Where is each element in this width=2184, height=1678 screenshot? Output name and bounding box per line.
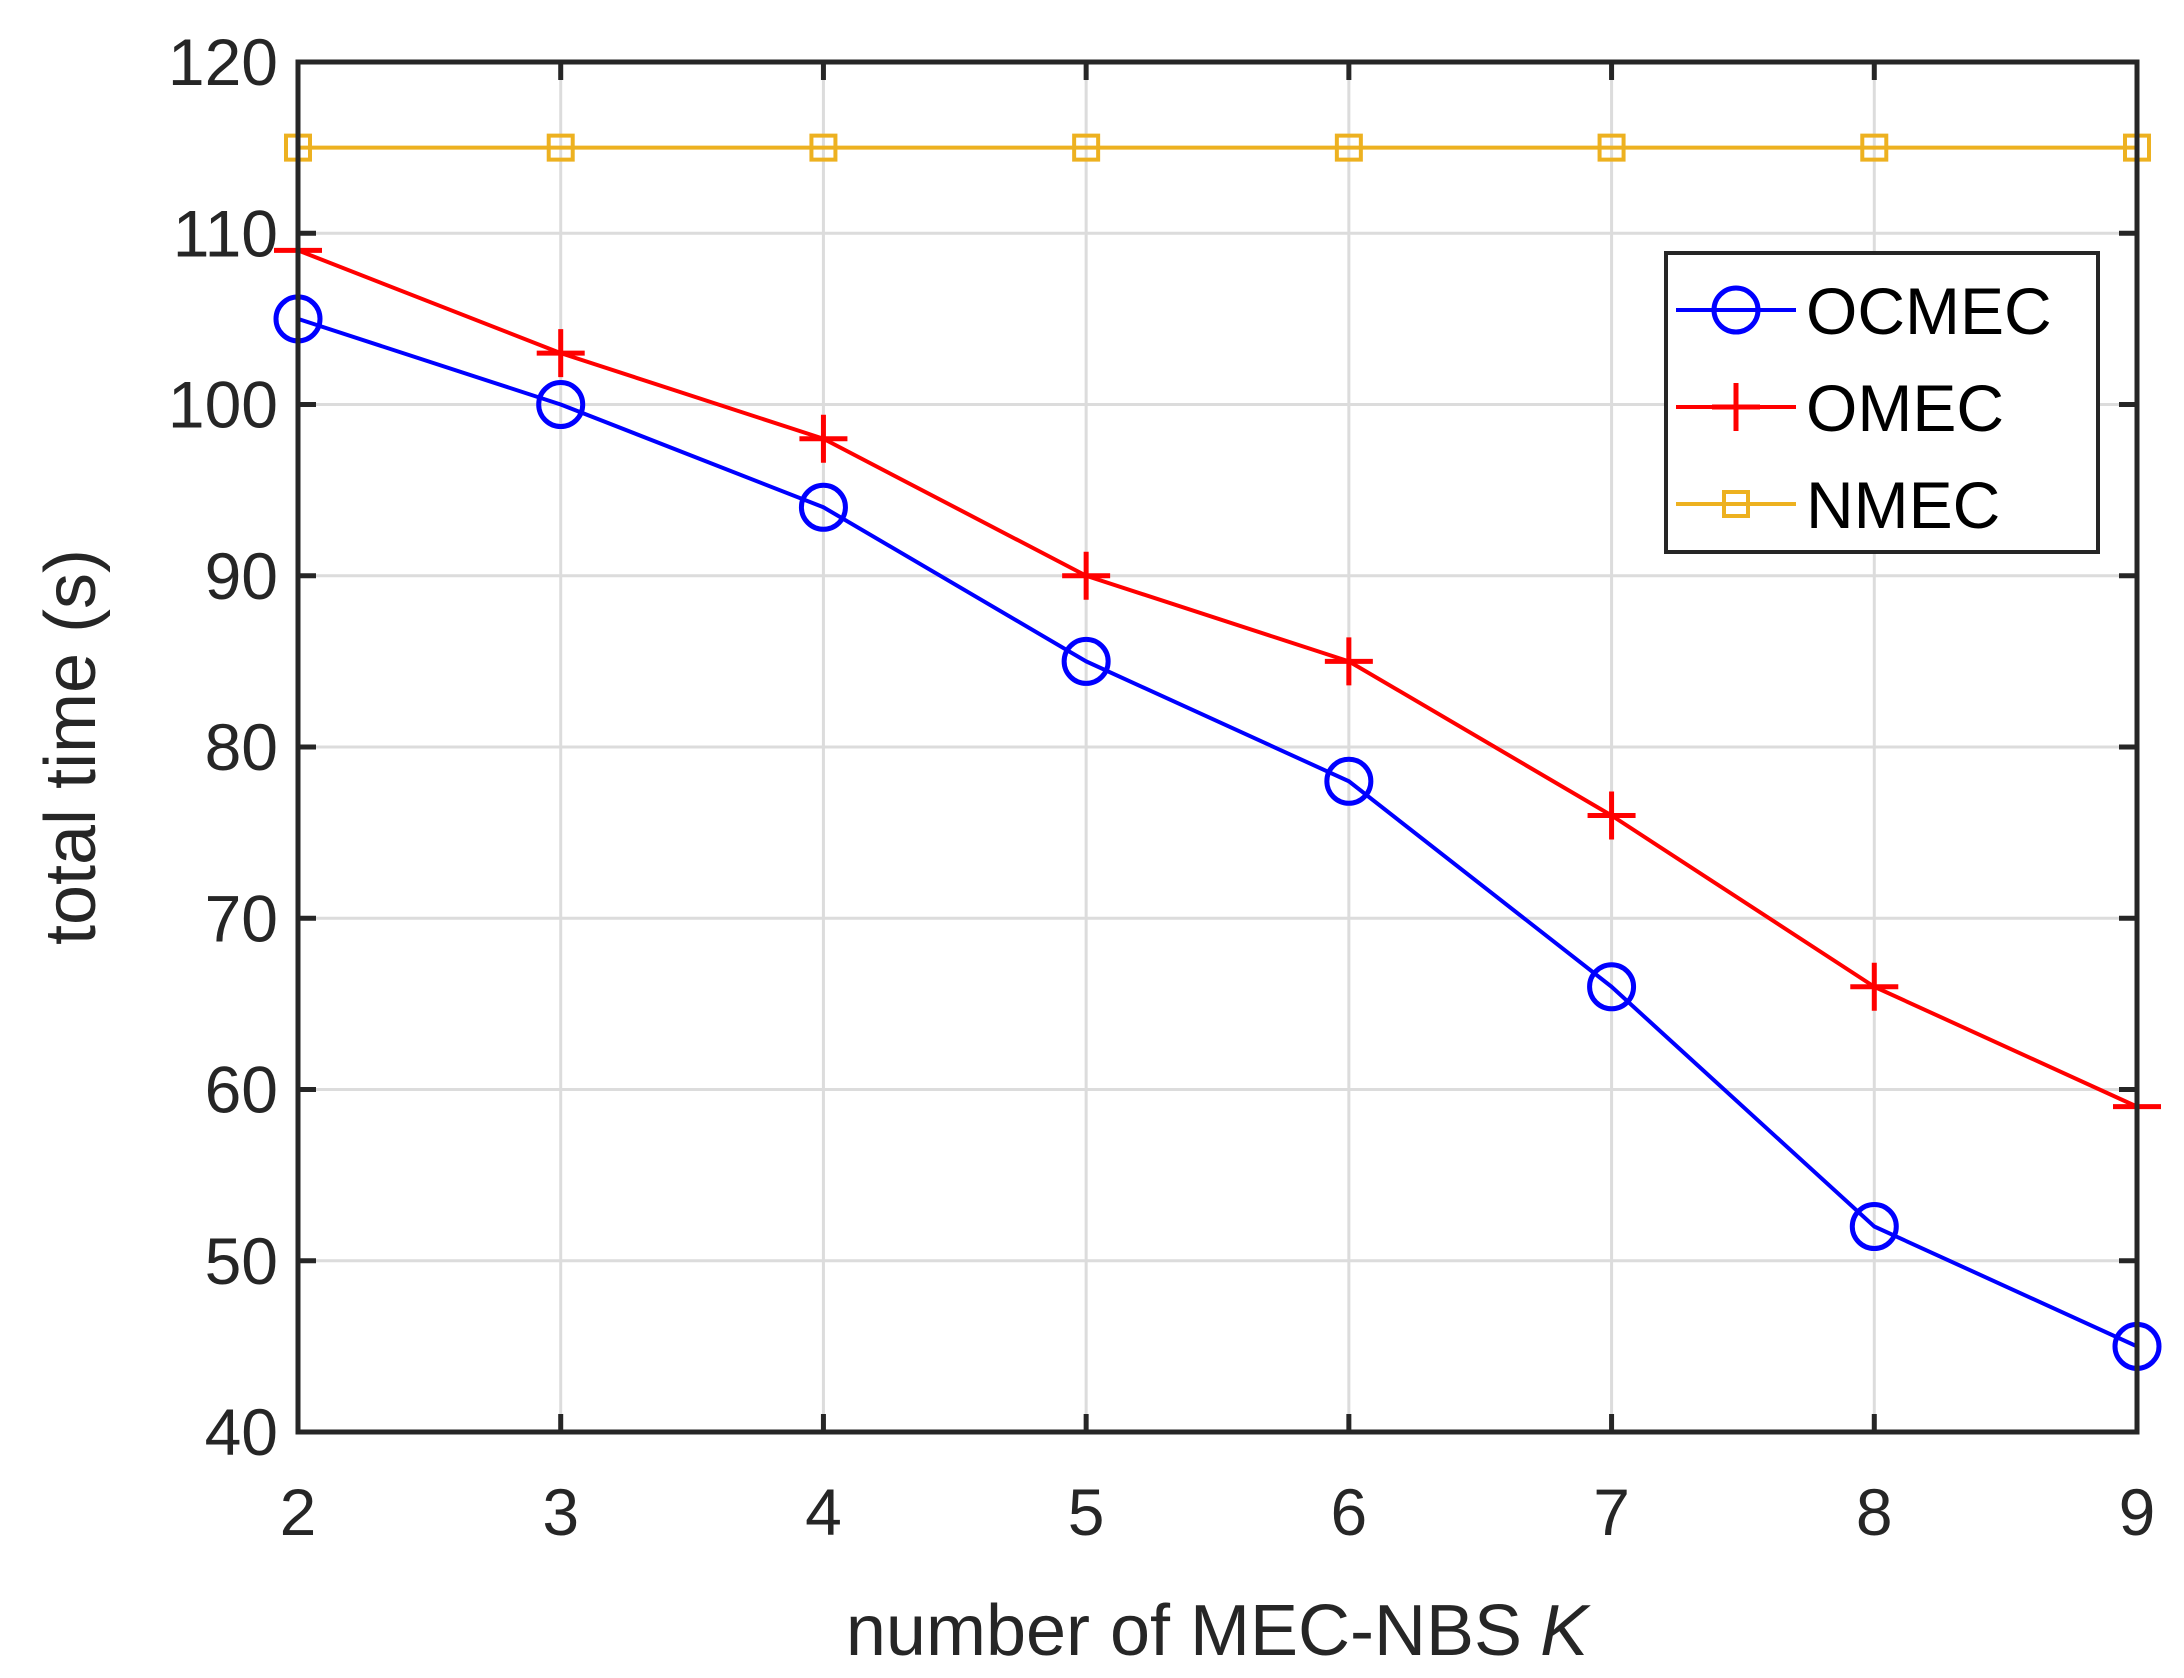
y-tick-label: 70 [205,881,278,955]
omec-point [1324,637,1373,686]
legend-label-omec: OMEC [1806,371,2004,445]
ocmec-point [1587,962,1637,1012]
legend-item-nmec: NMEC [1676,468,2000,542]
omec-line [297,248,2138,1109]
x-tick-label: 6 [1330,1475,1367,1549]
x-tick-label: 5 [1068,1475,1105,1549]
legend-item-omec: OMEC [1676,371,2004,445]
ocmec-point [1849,1202,1899,1251]
legend-item-ocmec: OCMEC [1676,274,2052,348]
nmec-point [1072,133,1101,162]
nmec-point [546,133,575,162]
y-tick-label: 80 [205,710,278,784]
ocmec-point [1324,756,1374,806]
ocmec-point [798,482,848,532]
x-tick-label: 9 [2119,1475,2156,1549]
y-axis-title: total time (s) [31,549,111,945]
omec-point [1850,962,1899,1011]
omec-point [1062,551,1111,600]
y-tick-label: 60 [205,1053,278,1127]
tick-marks [295,59,2140,1435]
x-tick-label: 3 [542,1475,579,1549]
series-group [273,133,2162,1371]
omec-point [799,414,848,463]
legend-marker-nmec [1722,490,1750,518]
series-nmec [284,133,2151,162]
x-tick-label: 8 [1856,1475,1893,1549]
nmec-point [1597,133,1626,162]
ocmec-point [536,380,586,429]
nmec-point [1334,133,1363,162]
legend-marker-ocmec [1711,285,1761,335]
x-tick-label: 7 [1593,1475,1630,1549]
x-tick-label: 4 [805,1475,842,1549]
nmec-point [809,133,838,162]
series-omec [274,226,2161,1131]
y-tick-label: 90 [205,539,278,613]
y-tick-label: 100 [168,368,278,442]
x-axis-title: number of MEC-NBS K [846,1591,1591,1671]
ocmec-line [297,316,2138,1349]
legend: OCMEC OMEC NMEC [1664,251,2100,554]
y-tick-label: 50 [205,1224,278,1298]
series-ocmec [273,294,2162,1371]
legend-label-nmec: NMEC [1806,468,2000,542]
y-tick-labels: 40 50 60 70 80 90 100 110 120 [168,25,278,1469]
x-axis-label: number of MEC-NBS [846,1591,1522,1671]
y-tick-label: 120 [168,25,278,99]
nmec-point [1860,133,1889,162]
legend-marker-omec [1712,383,1760,431]
x-tick-label: 2 [280,1475,317,1549]
omec-point [1587,791,1636,840]
x-axis-variable: K [1540,1591,1591,1671]
omec-point [536,329,585,378]
y-tick-label: 40 [205,1395,278,1469]
x-tick-labels: 2 3 4 5 6 7 8 9 [280,1475,2156,1549]
ocmec-point [1061,636,1111,686]
legend-label-ocmec: OCMEC [1806,274,2052,348]
y-tick-label: 110 [173,196,278,270]
